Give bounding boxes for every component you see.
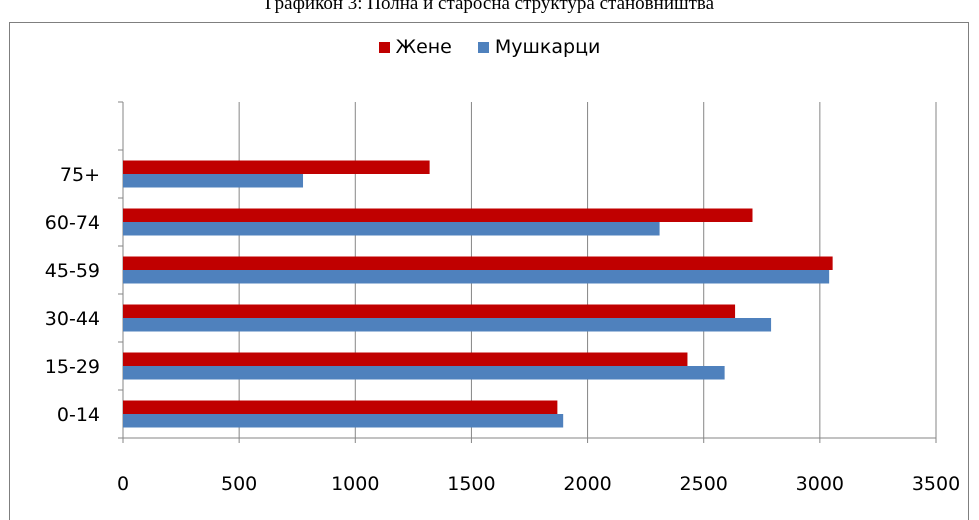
legend-item-women: Жене bbox=[378, 36, 452, 58]
bar-women bbox=[123, 160, 430, 174]
bar-men bbox=[123, 414, 564, 428]
bar-women bbox=[123, 304, 736, 318]
bar-women bbox=[123, 256, 833, 270]
x-tick-label: 1500 bbox=[447, 473, 495, 495]
legend-label-women: Жене bbox=[395, 36, 452, 58]
x-tick-label: 2500 bbox=[680, 473, 728, 495]
legend-swatch-women bbox=[378, 41, 390, 53]
bar-women bbox=[123, 208, 753, 222]
bar-men bbox=[123, 318, 772, 332]
y-tick-label: 60-74 bbox=[45, 212, 100, 234]
legend-label-men: Мушкарци bbox=[494, 36, 601, 58]
x-tick-label: 3500 bbox=[912, 473, 960, 495]
x-tick-label: 0 bbox=[117, 473, 129, 495]
y-tick-label: 45-59 bbox=[45, 260, 100, 282]
y-tick-label: 15-29 bbox=[45, 356, 100, 378]
bar-women bbox=[123, 352, 688, 366]
legend: Жене Мушкарци bbox=[0, 36, 979, 58]
bar-women bbox=[123, 400, 558, 414]
legend-swatch-men bbox=[477, 41, 489, 53]
bar-men bbox=[123, 174, 304, 188]
x-tick-label: 3000 bbox=[796, 473, 844, 495]
bar-men bbox=[123, 366, 725, 380]
y-tick-label: 30-44 bbox=[45, 308, 100, 330]
y-tick-label: 0-14 bbox=[57, 404, 100, 426]
bar-men bbox=[123, 270, 830, 284]
bar-men bbox=[123, 222, 660, 236]
y-tick-label: 75+ bbox=[60, 164, 100, 186]
chart-title: Графикон 3: Полна и старосна структура с… bbox=[264, 0, 715, 14]
x-tick-label: 1000 bbox=[331, 473, 379, 495]
legend-item-men: Мушкарци bbox=[477, 36, 601, 58]
chart-frame bbox=[9, 22, 969, 520]
x-tick-label: 500 bbox=[221, 473, 257, 495]
x-tick-label: 2000 bbox=[563, 473, 611, 495]
